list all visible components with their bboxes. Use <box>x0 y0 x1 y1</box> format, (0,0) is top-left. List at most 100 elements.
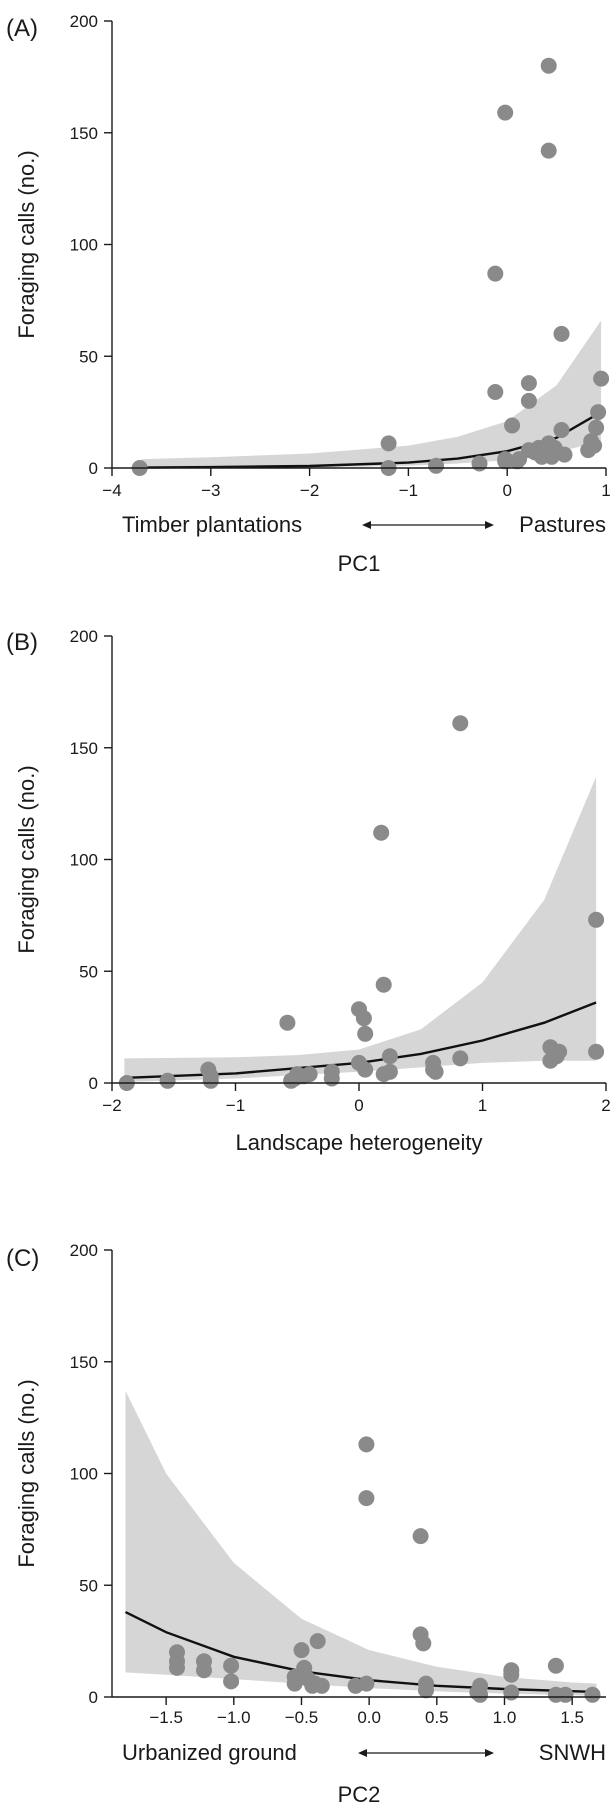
y-tick-label: 100 <box>70 236 98 255</box>
panel-b: −2 −1 0 1 2 0 50 100 150 200 (B) Foraging calls (no… <box>6 627 611 1155</box>
data-point <box>540 142 557 159</box>
y-tick-label: 50 <box>79 962 98 981</box>
x-axis-title: PC2 <box>338 1782 381 1807</box>
data-point <box>487 384 504 400</box>
y-tick-label: 0 <box>89 1688 98 1707</box>
x-tick-label: −1.0 <box>217 1708 251 1727</box>
data-point <box>487 265 504 282</box>
data-point <box>520 375 537 392</box>
y-tick-label: 0 <box>89 1074 98 1093</box>
data-point <box>412 1528 429 1545</box>
x-tick-label: 0.5 <box>425 1708 449 1727</box>
x-tick-label: −2 <box>102 1096 121 1115</box>
x-tick-label: −2 <box>300 481 319 500</box>
gradient-arrowhead-right <box>485 521 494 529</box>
data-point <box>357 1061 374 1078</box>
data-point <box>471 455 488 472</box>
data-point <box>586 437 603 454</box>
data-point <box>553 422 570 438</box>
x-tick-label: −1 <box>399 481 418 500</box>
data-point <box>556 446 573 463</box>
gradient-right-label: Pastures <box>519 512 606 537</box>
data-point <box>381 1048 398 1065</box>
data-point <box>503 1684 520 1701</box>
y-tick-label: 100 <box>70 1465 98 1484</box>
confidence-band <box>125 1390 597 1696</box>
panel-a: −4 −3 −2 −1 0 1 0 50 100 150 200 (A) Foraging calls … <box>6 12 611 576</box>
panel-c: −1.5 −1.0 −0.5 0.0 0.5 1.0 1.5 0 50 100 150 200 (C) F… <box>6 1241 606 1807</box>
data-point <box>313 1677 330 1694</box>
gradient-arrowhead-left <box>358 1749 367 1757</box>
y-axis-title: Foraging calls (no.) <box>14 1379 39 1567</box>
x-tick-label: 1 <box>601 481 610 500</box>
x-axis-title: Landscape heterogeneity <box>235 1130 482 1155</box>
y-axis-title: Foraging calls (no.) <box>14 765 39 953</box>
x-tick-label: 1.0 <box>493 1708 517 1727</box>
data-point <box>159 1072 176 1089</box>
confidence-band <box>124 776 597 1082</box>
data-point <box>223 1673 240 1690</box>
panel-label: (C) <box>6 1245 39 1272</box>
y-tick-label: 200 <box>70 627 98 646</box>
data-point <box>557 1686 574 1703</box>
data-point <box>375 976 392 993</box>
y-tick-label: 150 <box>70 739 98 758</box>
data-point <box>196 1662 212 1679</box>
x-tick-label: −4 <box>102 481 121 500</box>
data-point <box>427 1063 444 1080</box>
gradient-right-label: SNWH <box>539 1740 606 1765</box>
data-point <box>520 392 537 409</box>
data-point <box>452 1050 469 1067</box>
x-tick-label: 1.5 <box>560 1708 584 1727</box>
data-point <box>428 457 445 474</box>
data-point <box>551 1043 568 1060</box>
gradient-arrowhead-left <box>362 521 371 529</box>
data-point <box>301 1066 318 1083</box>
panel-label: (A) <box>6 15 38 42</box>
x-tick-label: −3 <box>201 481 220 500</box>
fitted-curve <box>124 1001 597 1080</box>
data-point <box>293 1642 310 1659</box>
y-tick-label: 150 <box>70 1353 98 1372</box>
data-point <box>373 824 390 841</box>
data-point <box>355 1010 372 1027</box>
y-tick-label: 100 <box>70 851 98 870</box>
data-point <box>540 57 557 74</box>
x-tick-label: −1 <box>226 1096 245 1115</box>
data-point <box>358 1490 375 1507</box>
data-point <box>553 325 570 342</box>
data-point <box>452 715 469 732</box>
y-tick-label: 0 <box>89 459 98 478</box>
data-point <box>415 1635 432 1652</box>
data-point <box>223 1657 240 1674</box>
data-point <box>497 453 514 470</box>
data-point <box>169 1659 185 1676</box>
gradient-left-label: Timber plantations <box>122 512 302 537</box>
y-tick-label: 50 <box>79 347 98 366</box>
data-point <box>588 911 605 928</box>
y-tick-label: 200 <box>70 1241 98 1260</box>
x-axis-title: PC1 <box>338 551 381 576</box>
x-tick-label: 0 <box>502 481 511 500</box>
x-tick-label: 0.0 <box>357 1708 381 1727</box>
data-point <box>584 1686 601 1703</box>
x-tick-label: 0 <box>354 1096 363 1115</box>
x-tick-label: 2 <box>601 1096 610 1115</box>
data-point <box>547 1657 564 1674</box>
data-point <box>309 1633 326 1650</box>
y-tick-label: 150 <box>70 124 98 143</box>
gradient-left-label: Urbanized ground <box>122 1740 297 1765</box>
data-point <box>593 370 610 387</box>
panel-label: (B) <box>6 629 38 656</box>
data-point <box>472 1686 489 1703</box>
data-point <box>358 1675 375 1692</box>
x-tick-label: −1.5 <box>149 1708 183 1727</box>
data-point <box>590 404 607 421</box>
data-point <box>588 1043 605 1060</box>
y-tick-label: 200 <box>70 12 98 31</box>
data-point <box>497 104 514 121</box>
y-tick-label: 50 <box>79 1576 98 1595</box>
data-point <box>380 435 397 452</box>
confidence-band <box>141 320 602 468</box>
